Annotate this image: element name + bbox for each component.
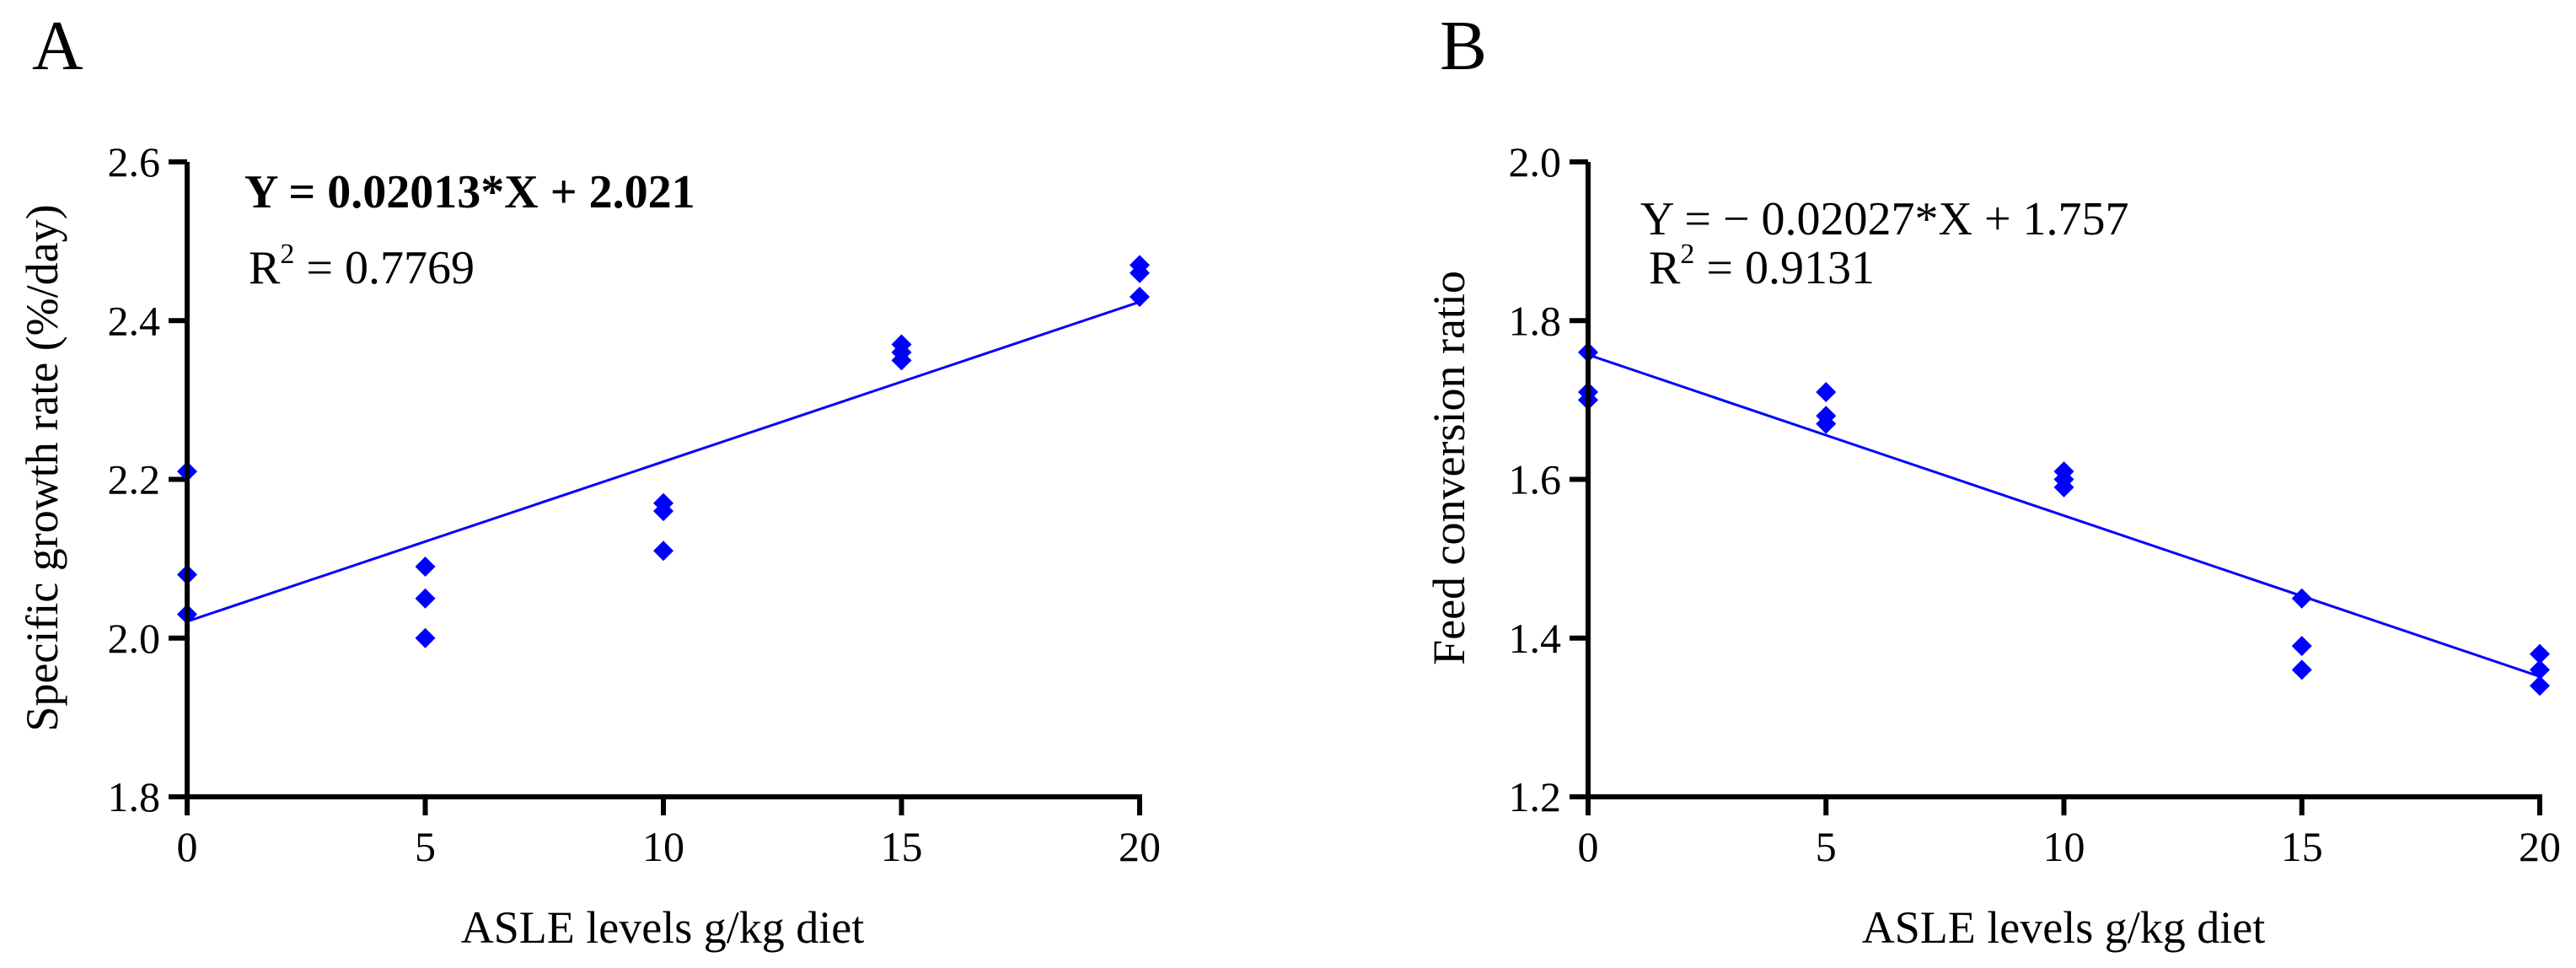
panel-a-letter: A: [32, 7, 83, 85]
data-point: [653, 501, 674, 522]
data-point: [2530, 643, 2550, 664]
data-point: [2291, 636, 2312, 657]
x-tick-label: 15: [2281, 823, 2323, 870]
panel-b-data-points: [1578, 341, 2550, 696]
y-tick-label: 1.6: [1509, 456, 1562, 503]
x-tick-label: 0: [177, 823, 198, 870]
x-tick-label: 10: [2043, 823, 2085, 870]
y-tick-label: 2.6: [108, 138, 161, 186]
y-tick-label: 1.4: [1509, 615, 1562, 662]
panel-b-y-axis-title: Feed conversion ratio: [1424, 271, 1474, 665]
data-point: [1130, 287, 1150, 308]
data-point: [415, 627, 436, 648]
x-tick-label: 20: [2519, 823, 2561, 870]
panel-a-x-axis-title: ASLE levels g/kg diet: [461, 902, 864, 953]
data-point: [415, 557, 436, 578]
x-tick-label: 10: [642, 823, 684, 870]
panel-b-x-axis-title: ASLE levels g/kg diet: [1862, 902, 2265, 953]
data-point: [2530, 675, 2550, 696]
x-tick-label: 20: [1119, 823, 1161, 870]
y-tick-label: 2.4: [108, 297, 161, 344]
panel-b-equation: Y = − 0.02027*X + 1.757: [1640, 193, 2129, 245]
data-point: [2291, 659, 2312, 680]
x-tick-label: 0: [1578, 823, 1599, 870]
panel-b-x-ticks: 0 5 10 15 20: [1578, 797, 2561, 870]
data-point: [653, 540, 674, 562]
panel-a-regression-line: [186, 300, 1140, 623]
data-point: [1130, 262, 1150, 283]
y-tick-label: 2.0: [1509, 138, 1562, 186]
y-tick-label: 2.2: [108, 456, 161, 503]
panel-b-r-squared: R2 = 0.9131: [1649, 239, 1875, 294]
data-point: [2530, 659, 2550, 680]
panel-a-r-squared: R2 = 0.7769: [249, 239, 475, 294]
panel-a-y-axis-title: Specific growth rate (%/day): [17, 204, 67, 731]
x-tick-label: 5: [415, 823, 436, 870]
x-tick-label: 15: [881, 823, 923, 870]
data-point: [2291, 588, 2312, 609]
data-point: [415, 588, 436, 609]
panel-a-y-ticks: 1.8 2.0 2.2 2.4 2.6: [108, 138, 187, 820]
data-point: [2053, 476, 2074, 497]
panel-b-letter: B: [1440, 7, 1487, 85]
y-tick-label: 1.2: [1509, 773, 1562, 820]
panel-a-data-points: [177, 255, 1150, 648]
data-point: [891, 350, 912, 371]
panel-b-y-ticks: 1.2 1.4 1.6 1.8 2.0: [1509, 138, 1588, 820]
panel-b: B Feed conversion ratio ASLE levels g/kg…: [1424, 7, 2561, 953]
panel-a-x-ticks: 0 5 10 15 20: [177, 797, 1161, 870]
x-tick-label: 5: [1816, 823, 1837, 870]
panel-b-regression-line: [1587, 353, 2541, 678]
y-tick-label: 1.8: [108, 773, 161, 820]
y-tick-label: 1.8: [1509, 297, 1562, 344]
data-point: [1816, 413, 1837, 434]
data-point: [1816, 381, 1837, 402]
y-tick-label: 2.0: [108, 615, 161, 662]
panel-a: A Specific growth rate (%/day) ASLE leve…: [17, 7, 1161, 953]
panel-a-equation: Y = 0.02013*X + 2.021: [244, 166, 695, 218]
